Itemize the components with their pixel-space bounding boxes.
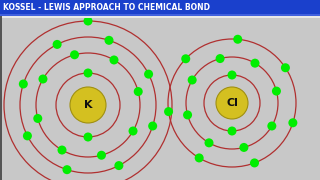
Circle shape [129,127,138,136]
Circle shape [33,114,42,123]
Circle shape [84,132,92,141]
Circle shape [105,36,114,45]
Circle shape [228,71,236,80]
Circle shape [195,153,204,162]
Circle shape [97,151,106,160]
Circle shape [109,55,118,64]
Circle shape [250,158,259,167]
Circle shape [216,54,225,63]
Text: KOSSEL - LEWIS APPROACH TO CHEMICAL BOND: KOSSEL - LEWIS APPROACH TO CHEMICAL BOND [3,3,210,12]
Bar [0,14,320,16]
Circle shape [38,75,47,84]
Circle shape [288,118,297,127]
Circle shape [134,87,143,96]
Circle shape [58,146,67,155]
Circle shape [62,165,71,174]
Circle shape [233,35,242,44]
Circle shape [84,69,92,78]
Circle shape [148,122,157,130]
Circle shape [281,63,290,72]
Bar [0,0,2,180]
Circle shape [164,107,173,116]
Text: K: K [84,100,92,110]
Circle shape [228,127,236,136]
Circle shape [183,110,192,119]
Circle shape [23,131,32,140]
Circle shape [19,80,28,89]
Circle shape [216,87,248,119]
Circle shape [272,87,281,96]
Bar [0,0,320,14]
Circle shape [70,50,79,59]
Circle shape [52,40,62,49]
Circle shape [70,87,106,123]
Circle shape [251,59,260,68]
Circle shape [204,138,213,147]
Circle shape [188,75,197,84]
Text: Cl: Cl [226,98,238,108]
Circle shape [239,143,248,152]
Circle shape [181,54,190,63]
Bar [0,14,320,18]
Circle shape [114,161,124,170]
Circle shape [144,70,153,79]
Circle shape [267,122,276,130]
Circle shape [84,17,92,26]
